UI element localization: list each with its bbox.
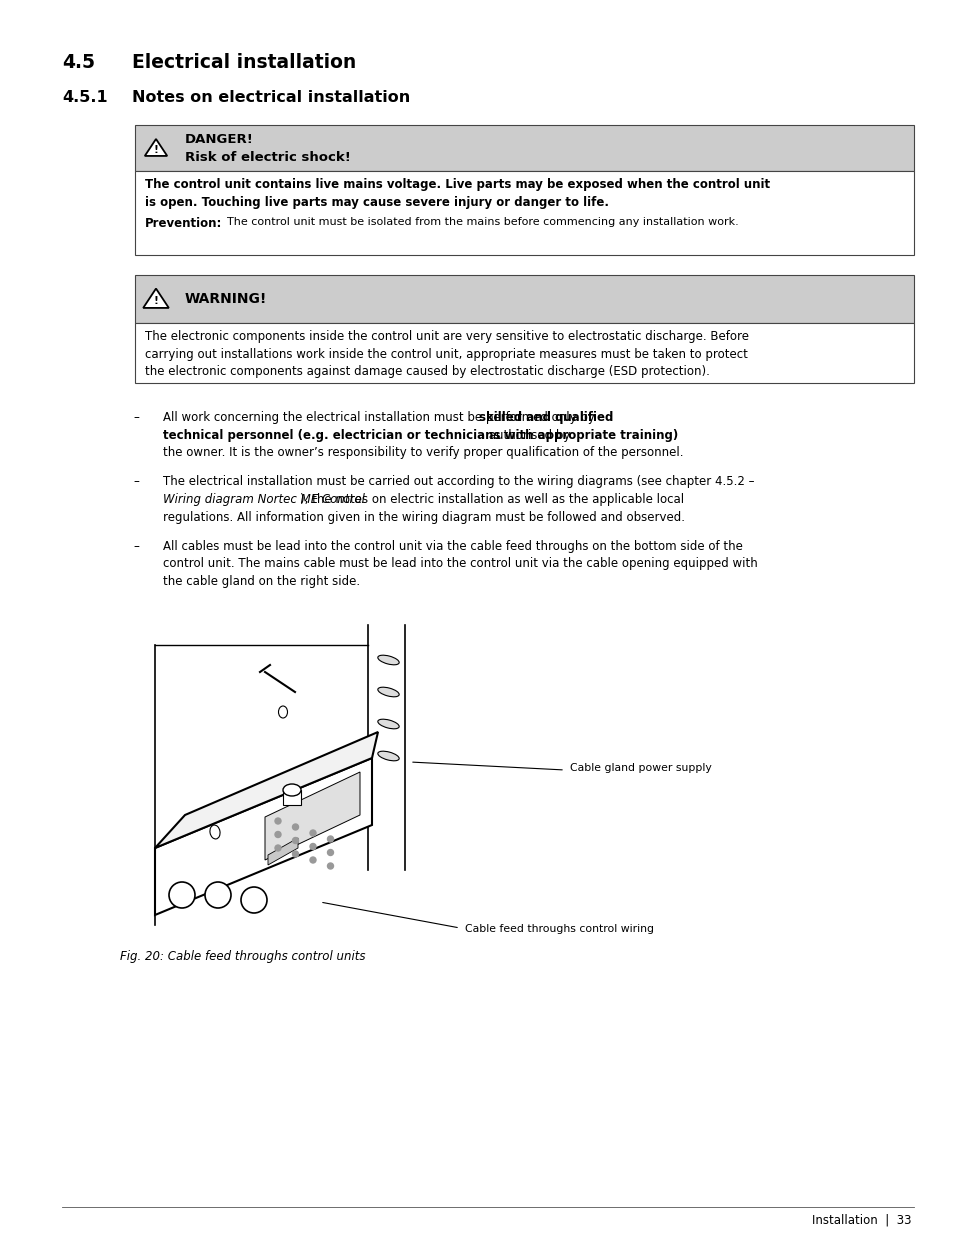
Text: 4.5.1: 4.5.1 xyxy=(62,90,108,105)
Circle shape xyxy=(293,851,298,857)
Text: Notes on electrical installation: Notes on electrical installation xyxy=(132,90,410,105)
Text: All cables must be lead into the control unit via the cable feed throughs on the: All cables must be lead into the control… xyxy=(163,540,742,553)
Circle shape xyxy=(327,863,334,869)
Text: WARNING!: WARNING! xyxy=(185,291,267,306)
Text: Prevention:: Prevention: xyxy=(145,217,222,230)
Polygon shape xyxy=(283,790,301,805)
Ellipse shape xyxy=(377,751,398,761)
Bar xyxy=(135,170,913,254)
Circle shape xyxy=(310,844,315,850)
Text: is open. Touching live parts may cause severe injury or danger to life.: is open. Touching live parts may cause s… xyxy=(145,195,608,209)
Circle shape xyxy=(169,882,194,908)
Text: !: ! xyxy=(153,144,158,154)
Circle shape xyxy=(241,887,267,913)
Text: The control unit must be isolated from the mains before commencing any installat: The control unit must be isolated from t… xyxy=(227,217,738,227)
Text: regulations. All information given in the wiring diagram must be followed and ob: regulations. All information given in th… xyxy=(163,510,684,524)
Polygon shape xyxy=(154,732,377,848)
Text: carrying out installations work inside the control unit, appropriate measures mu: carrying out installations work inside t… xyxy=(145,347,747,361)
Text: Wiring diagram Nortec ME Control: Wiring diagram Nortec ME Control xyxy=(163,493,364,506)
Ellipse shape xyxy=(210,825,220,839)
Bar xyxy=(135,324,913,383)
Circle shape xyxy=(274,831,281,837)
Polygon shape xyxy=(143,289,169,308)
Polygon shape xyxy=(268,839,297,864)
Circle shape xyxy=(274,845,281,851)
Ellipse shape xyxy=(283,784,301,797)
Ellipse shape xyxy=(377,687,398,697)
Circle shape xyxy=(327,836,334,842)
Circle shape xyxy=(274,818,281,824)
Text: Cable gland power supply: Cable gland power supply xyxy=(569,763,711,773)
Text: !: ! xyxy=(153,296,158,306)
Ellipse shape xyxy=(278,706,287,718)
Text: The electrical installation must be carried out according to the wiring diagrams: The electrical installation must be carr… xyxy=(163,475,754,489)
Circle shape xyxy=(327,850,334,856)
Text: technical personnel (e.g. electrician or technicians with appropriate training): technical personnel (e.g. electrician or… xyxy=(163,429,678,441)
Text: authorised by: authorised by xyxy=(484,429,570,441)
Circle shape xyxy=(310,830,315,836)
Text: –: – xyxy=(132,540,139,553)
Circle shape xyxy=(310,857,315,863)
Circle shape xyxy=(293,824,298,830)
Polygon shape xyxy=(145,140,167,156)
Text: The control unit contains live mains voltage. Live parts may be exposed when the: The control unit contains live mains vol… xyxy=(145,178,769,191)
Ellipse shape xyxy=(377,656,398,664)
Text: All work concerning the electrical installation must be performed only by: All work concerning the electrical insta… xyxy=(163,411,598,424)
Text: –: – xyxy=(132,411,139,424)
Text: control unit. The mains cable must be lead into the control unit via the cable o: control unit. The mains cable must be le… xyxy=(163,557,757,571)
Text: ), the notes on electric installation as well as the applicable local: ), the notes on electric installation as… xyxy=(299,493,683,506)
Text: The electronic components inside the control unit are very sensitive to electros: The electronic components inside the con… xyxy=(145,330,748,343)
Polygon shape xyxy=(265,772,359,860)
Ellipse shape xyxy=(377,719,398,729)
Text: the cable gland on the right side.: the cable gland on the right side. xyxy=(163,576,359,588)
Text: the owner. It is the owner’s responsibility to verify proper qualification of th: the owner. It is the owner’s responsibil… xyxy=(163,446,682,459)
Circle shape xyxy=(293,837,298,844)
Text: DANGER!: DANGER! xyxy=(185,133,253,146)
Bar xyxy=(135,125,913,170)
Bar xyxy=(135,275,913,324)
Text: Risk of electric shock!: Risk of electric shock! xyxy=(185,151,351,164)
Text: skilled and qualified: skilled and qualified xyxy=(478,411,613,424)
Text: Cable feed throughs control wiring: Cable feed throughs control wiring xyxy=(464,924,654,934)
Text: –: – xyxy=(132,475,139,489)
Text: the electronic components against damage caused by electrostatic discharge (ESD : the electronic components against damage… xyxy=(145,366,709,378)
Circle shape xyxy=(205,882,231,908)
Text: Installation  |  33: Installation | 33 xyxy=(812,1213,911,1226)
Text: 4.5: 4.5 xyxy=(62,53,95,72)
Text: Electrical installation: Electrical installation xyxy=(132,53,355,72)
Polygon shape xyxy=(154,758,372,915)
Text: Fig. 20: Cable feed throughs control units: Fig. 20: Cable feed throughs control uni… xyxy=(120,950,365,963)
